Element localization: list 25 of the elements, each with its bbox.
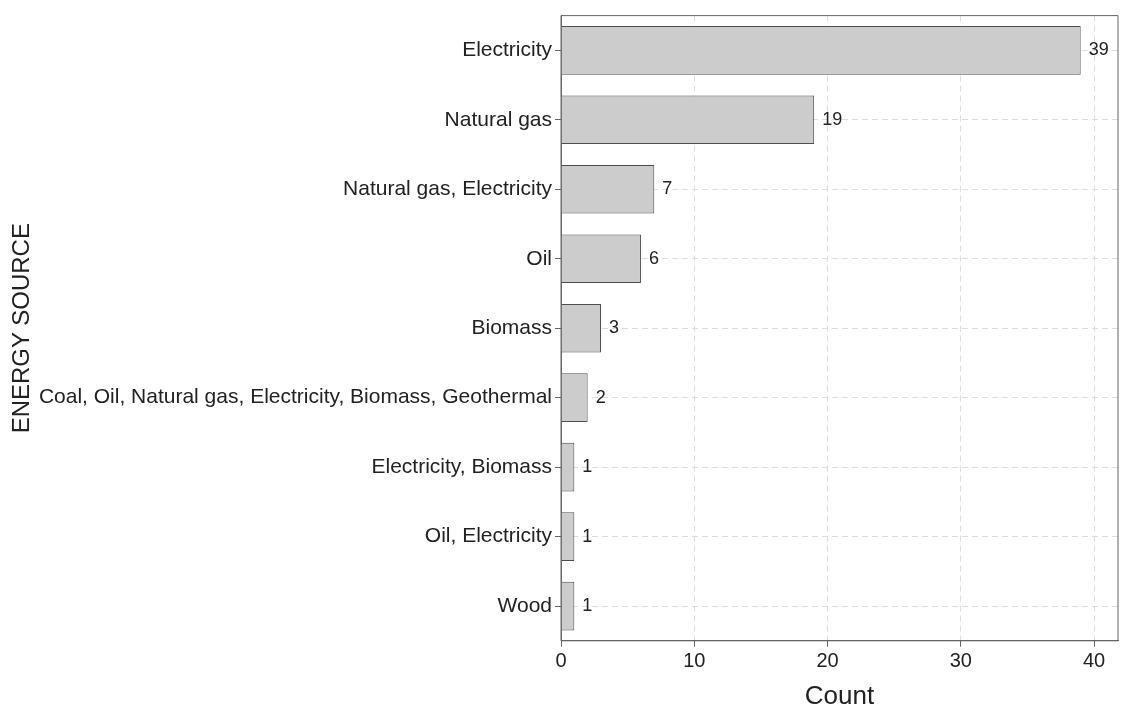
data-label: 2: [595, 386, 606, 407]
y-tick-label: Electricity, Biomass: [371, 453, 552, 477]
data-label: 1: [582, 595, 593, 616]
y-axis-title: ENERGY SOURCE: [7, 223, 35, 434]
x-axis-title: Count: [804, 679, 875, 710]
y-tick-label: Natural gas: [444, 106, 552, 130]
data-label: 1: [582, 456, 593, 477]
data-label: 39: [1088, 39, 1109, 60]
x-tick-label: 0: [555, 649, 567, 672]
x-tick-label: 10: [683, 649, 706, 672]
x-tick-label: 20: [816, 649, 839, 672]
y-tick-label: Biomass: [471, 315, 552, 338]
data-label: 7: [662, 178, 673, 199]
y-tick-label: Natural gas, Electricity: [343, 176, 553, 200]
data-label: 19: [822, 108, 843, 129]
data-label: 6: [648, 247, 659, 268]
x-tick-label: 40: [1082, 649, 1106, 672]
y-tick-label: Oil, Electricity: [424, 523, 553, 547]
y-tick-label: Oil: [526, 245, 552, 269]
y-tick-label: Electricity: [462, 37, 553, 61]
x-tick-label: 30: [949, 649, 972, 672]
y-tick-label: Coal, Oil, Natural gas, Electricity, Biomass, Geothermal: [38, 384, 552, 408]
y-tick-label: Wood: [497, 592, 552, 616]
data-label: 3: [608, 317, 619, 338]
data-label: 1: [582, 525, 593, 546]
